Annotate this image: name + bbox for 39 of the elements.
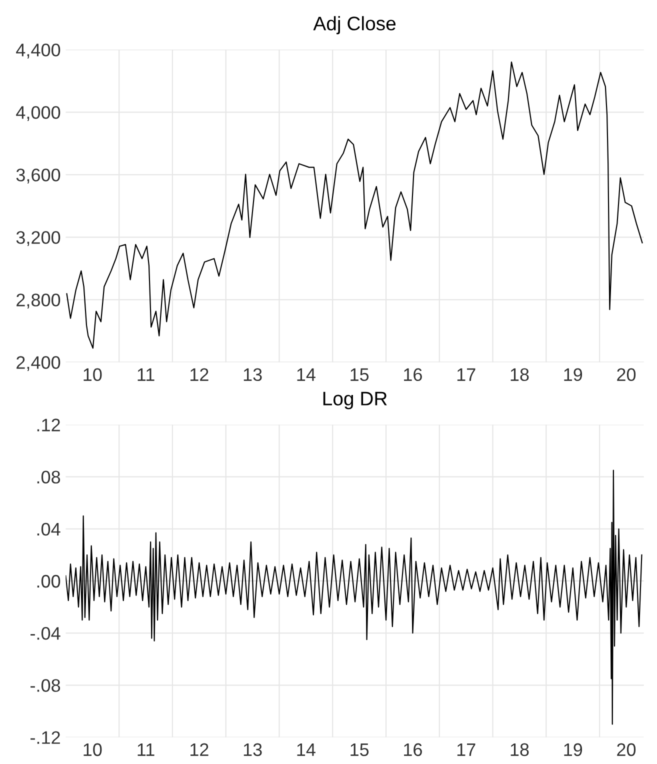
x-tick-label: 11 (138, 368, 154, 381)
y-tick-label: 4,000 (16, 106, 60, 122)
x-tick-label: 19 (564, 743, 582, 756)
x-tick-label: 10 (84, 743, 102, 756)
x-tick-label: 17 (457, 743, 476, 756)
x-tick-label: 10 (84, 368, 102, 382)
x-tick-label: 19 (564, 368, 582, 382)
chart-title: Log DR (323, 392, 387, 410)
x-tick-label: 12 (190, 743, 208, 756)
y-tick-label: -.08 (30, 679, 60, 692)
x-tick-label: 16 (404, 743, 422, 756)
y-tick-label: 2,800 (16, 294, 60, 309)
x-tick-label: 11 (138, 743, 154, 756)
x-tick-label: 13 (244, 368, 262, 382)
x-tick-label: 14 (297, 743, 316, 756)
x-tick-label: 13 (244, 743, 262, 756)
chart-title: Adj Close (313, 16, 396, 34)
y-tick-label: .04 (37, 522, 60, 536)
y-tick-label: 3,200 (16, 231, 60, 246)
x-tick-label: 18 (510, 368, 529, 382)
y-tick-label: 4,400 (16, 44, 60, 59)
x-tick-label: 20 (617, 368, 636, 382)
line-series (66, 470, 642, 725)
x-tick-label: 20 (617, 743, 636, 756)
y-tick-label: .12 (37, 418, 60, 432)
x-tick-label: 15 (350, 743, 369, 756)
x-tick-label: 18 (510, 743, 529, 756)
y-tick-label: .00 (37, 574, 60, 588)
line-series (66, 61, 643, 349)
x-tick-label: 14 (297, 368, 316, 381)
x-tick-label: 12 (190, 368, 208, 381)
x-tick-label: 17 (457, 368, 476, 381)
x-tick-label: 15 (350, 368, 369, 382)
y-tick-label: .08 (37, 470, 60, 484)
y-tick-label: -.04 (30, 627, 60, 640)
x-tick-label: 16 (404, 368, 422, 382)
y-tick-label: 3,600 (16, 168, 60, 184)
y-tick-label: 2,400 (16, 356, 60, 372)
y-tick-label: -.12 (30, 731, 60, 744)
